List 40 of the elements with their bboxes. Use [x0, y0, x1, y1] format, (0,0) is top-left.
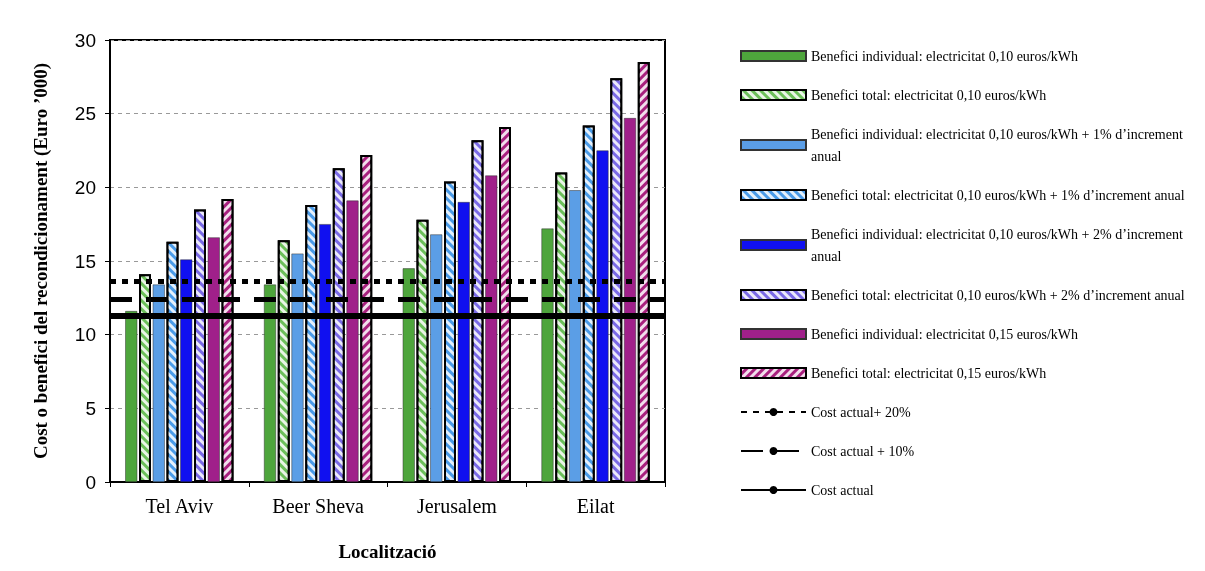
y-tick-label: 20 [74, 176, 96, 198]
legend-label: Benefici individual: electricitat 0,10 euros/kWh + 2% d’increment anual [811, 226, 1187, 264]
x-tick-label: Eilat [576, 495, 615, 517]
bar [291, 253, 304, 482]
bar [346, 200, 359, 482]
bar [485, 175, 498, 482]
x-tick-label: Tel Aviv [145, 495, 214, 517]
bar [596, 150, 609, 482]
bar [569, 190, 581, 482]
bar [207, 237, 220, 482]
legend-label: Benefici total: electricitat 0,10 euros/kWh + 1% d’increment anual [811, 187, 1185, 203]
bar [457, 202, 470, 482]
legend-label: Benefici individual: electricitat 0,10 euros/kWh [811, 48, 1079, 64]
bar [319, 224, 331, 482]
x-tick-label: Jerusalem [416, 495, 498, 517]
bar [541, 228, 554, 482]
legend-label: Cost actual+ 20% [811, 404, 911, 420]
y-tick-label: 15 [74, 250, 96, 272]
legend-label: Benefici total: electricitat 0,10 euros/kWh + 2% d’increment anual [811, 287, 1185, 303]
bar [152, 284, 165, 482]
y-tick-label: 30 [74, 29, 96, 51]
y-axis-title: Cost o benefici del recondicionament (Euro ’000) [30, 62, 52, 460]
legend-label: Cost actual + 10% [811, 443, 915, 459]
legend-label: Benefici total: electricitat 0,10 euros/kWh [811, 87, 1047, 103]
y-tick-label: 5 [85, 397, 96, 419]
legend-label: Benefici individual: electricitat 0,15 euros/kWh [811, 326, 1079, 342]
y-tick-label: 10 [74, 324, 96, 346]
bar [624, 118, 636, 482]
y-tick-label: 25 [74, 103, 96, 125]
bar [180, 259, 193, 482]
y-tick-label: 0 [85, 471, 96, 493]
legend-label: Benefici individual: electricitat 0,10 euros/kWh + 1% d’increment anual [811, 126, 1187, 164]
bar [402, 268, 415, 482]
legend-label: Benefici total: electricitat 0,15 euros/kWh [811, 365, 1047, 381]
x-tick-label: Beer Sheva [272, 495, 365, 517]
legend-label: Cost actual [811, 482, 874, 498]
bar [430, 234, 443, 482]
bar [125, 311, 138, 482]
bar [264, 284, 276, 482]
x-axis-title: Localització [338, 541, 437, 562]
